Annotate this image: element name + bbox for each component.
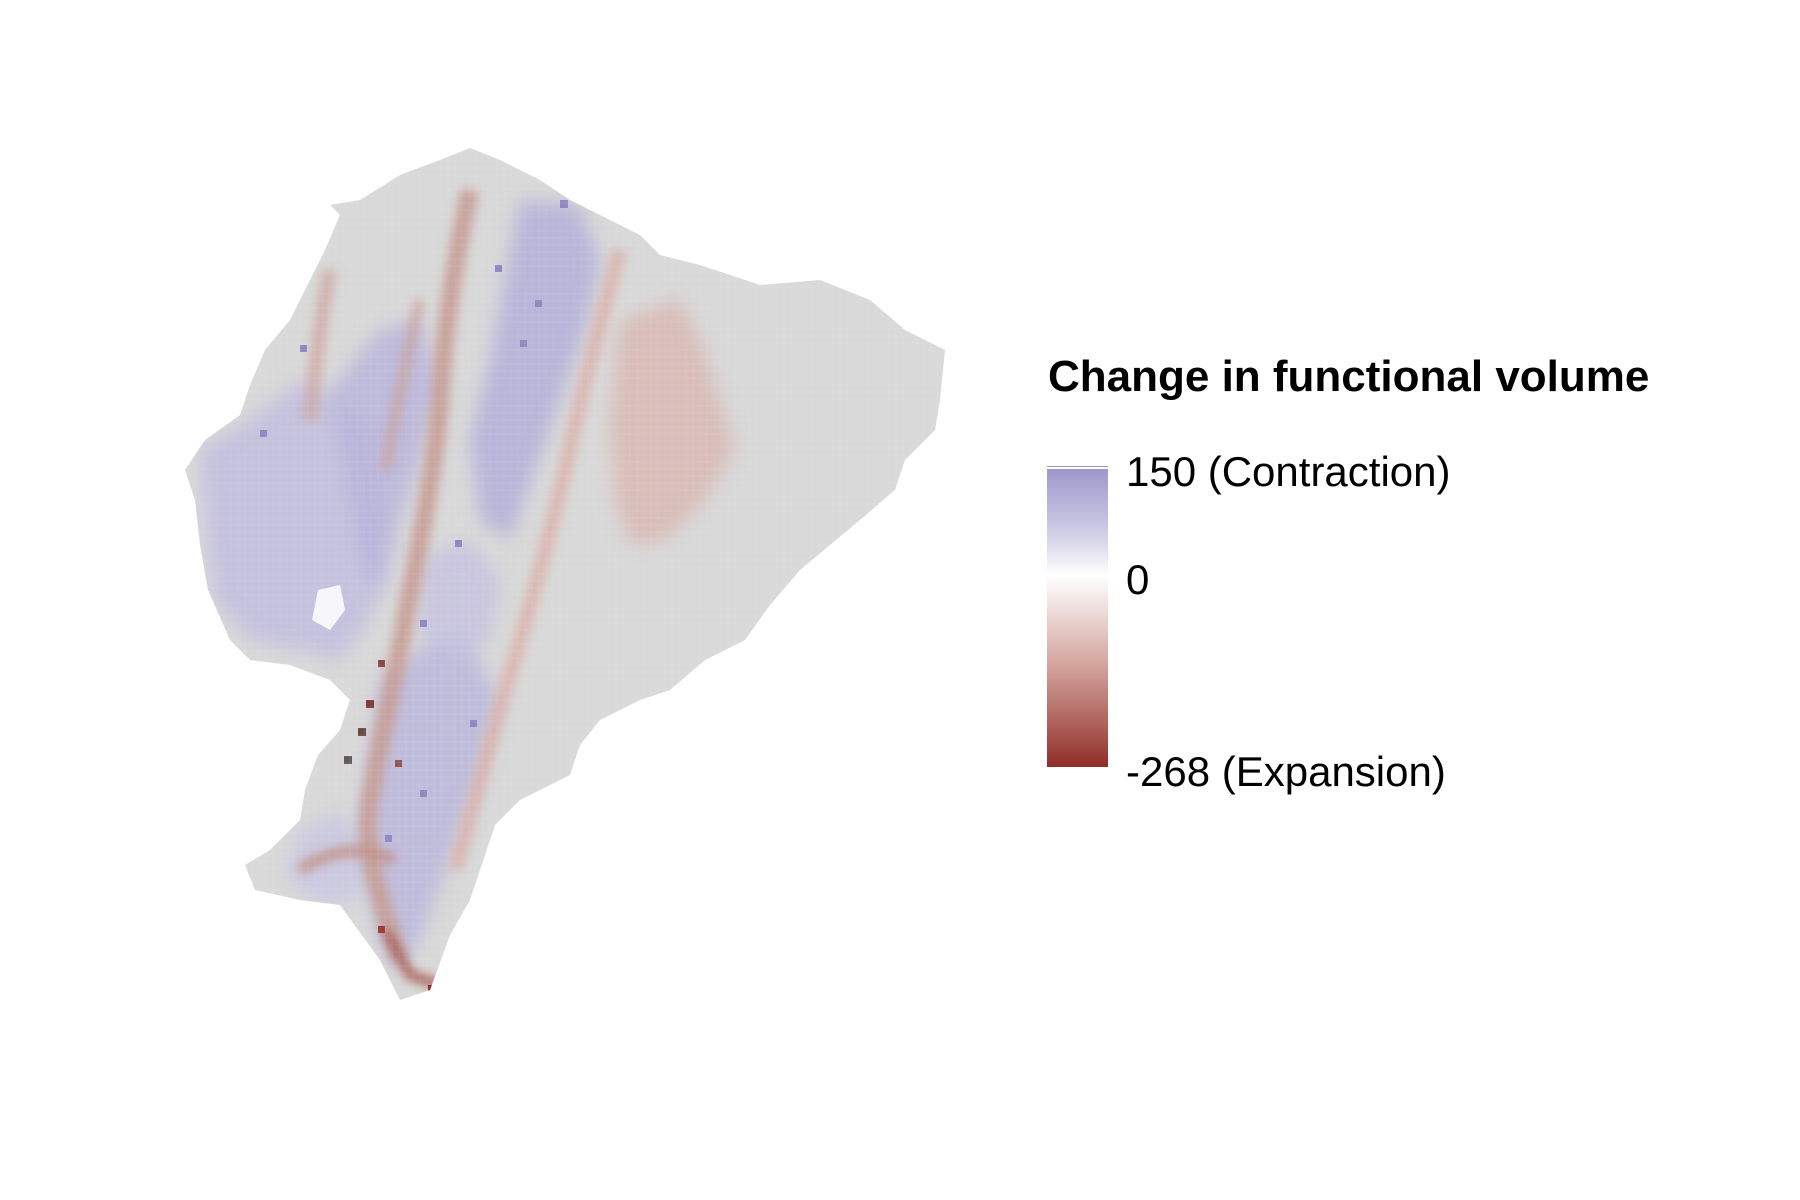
coastal-gap (312, 585, 345, 630)
legend-mid-label: 0 (1126, 556, 1150, 603)
legend-tick-max (1047, 467, 1108, 469)
legend-title: Change in functional volume (1048, 352, 1650, 401)
legend-colorbar (1047, 466, 1108, 769)
country-raster (185, 148, 945, 1000)
legend-tick-min (1047, 767, 1108, 769)
legend-max-label: 150 (Contraction) (1126, 448, 1451, 495)
legend-min-label: -268 (Expansion) (1126, 748, 1446, 795)
legend-tick-mid (1047, 575, 1108, 577)
